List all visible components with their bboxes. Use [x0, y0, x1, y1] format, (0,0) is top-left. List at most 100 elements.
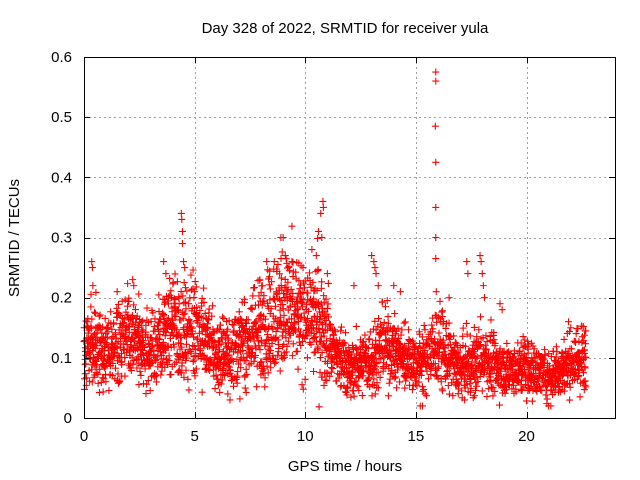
data-point: [461, 396, 469, 404]
data-point: [167, 287, 175, 295]
data-point: [337, 327, 345, 335]
data-point: [167, 293, 175, 301]
data-point: [574, 325, 582, 333]
data-point: [147, 318, 155, 326]
data-point: [471, 366, 479, 374]
data-point: [229, 357, 237, 365]
data-point: [102, 378, 110, 386]
data-point: [172, 313, 180, 321]
data-point: [238, 334, 246, 342]
data-point: [391, 310, 399, 318]
data-point: [113, 288, 121, 296]
data-point: [233, 372, 241, 380]
data-point: [217, 340, 225, 348]
data-point: [241, 372, 249, 380]
data-point: [487, 316, 495, 324]
data-point: [135, 381, 143, 389]
data-point: [579, 322, 587, 330]
data-point: [304, 289, 312, 297]
data-point: [142, 390, 150, 398]
data-point: [183, 287, 191, 295]
data-point: [167, 371, 175, 379]
data-point: [225, 351, 233, 359]
data-point: [393, 359, 401, 367]
data-point: [284, 278, 292, 286]
data-point: [580, 331, 588, 339]
data-point: [521, 369, 529, 377]
data-point: [565, 318, 573, 326]
data-point: [572, 330, 580, 338]
data-point: [184, 375, 192, 383]
data-point: [347, 393, 355, 401]
y-tick-label: 0.4: [51, 169, 72, 186]
data-point: [256, 276, 264, 284]
data-point: [286, 331, 294, 339]
data-point: [191, 288, 199, 296]
data-point: [310, 367, 318, 375]
data-point: [432, 255, 440, 263]
data-point: [366, 361, 374, 369]
data-point: [164, 361, 172, 369]
data-point: [372, 270, 380, 278]
data-point: [507, 367, 515, 375]
y-tick-label: 0.5: [51, 109, 72, 126]
data-point: [118, 297, 126, 305]
data-point: [284, 286, 292, 294]
data-point: [153, 353, 161, 361]
data-point: [84, 323, 92, 331]
data-point: [342, 329, 350, 337]
data-point: [137, 371, 145, 379]
y-tick-label: 0: [64, 410, 72, 427]
data-point: [235, 360, 243, 368]
data-point: [401, 318, 409, 326]
data-point: [180, 279, 188, 287]
data-point: [150, 323, 158, 331]
data-point: [419, 402, 427, 410]
data-point: [310, 349, 318, 357]
data-point: [205, 305, 213, 313]
data-point: [472, 355, 480, 362]
data-point: [101, 364, 109, 372]
data-point: [398, 326, 406, 334]
data-point: [198, 294, 206, 302]
data-point: [191, 372, 199, 380]
data-point: [181, 264, 189, 272]
data-point: [162, 321, 170, 329]
data-point: [251, 351, 259, 359]
data-point: [566, 383, 574, 391]
data-point: [519, 333, 527, 341]
data-point: [300, 284, 308, 292]
data-point: [341, 339, 349, 347]
data-point: [92, 369, 100, 377]
data-point: [317, 284, 325, 292]
data-point: [383, 360, 391, 368]
data-point: [582, 383, 590, 391]
data-point: [293, 347, 301, 355]
data-point: [582, 340, 590, 348]
data-point: [373, 379, 381, 387]
data-point: [91, 309, 99, 317]
data-point: [374, 282, 382, 290]
data-point: [92, 288, 100, 296]
data-point: [432, 203, 440, 211]
data-point: [174, 368, 182, 376]
data-point: [566, 396, 574, 404]
data-point: [191, 346, 199, 354]
data-point: [384, 392, 392, 400]
data-point: [376, 373, 384, 381]
data-point: [128, 353, 136, 361]
data-point: [568, 345, 576, 353]
data-point: [128, 333, 136, 341]
data-point: [209, 302, 217, 310]
data-point: [108, 325, 116, 333]
data-point: [391, 374, 399, 382]
data-point: [540, 358, 548, 366]
data-point: [93, 342, 101, 350]
y-tick-label: 0.1: [51, 350, 72, 367]
data-point: [528, 358, 536, 366]
data-point: [315, 227, 323, 235]
data-point: [308, 325, 316, 333]
data-point: [579, 369, 587, 377]
data-point: [474, 378, 482, 386]
